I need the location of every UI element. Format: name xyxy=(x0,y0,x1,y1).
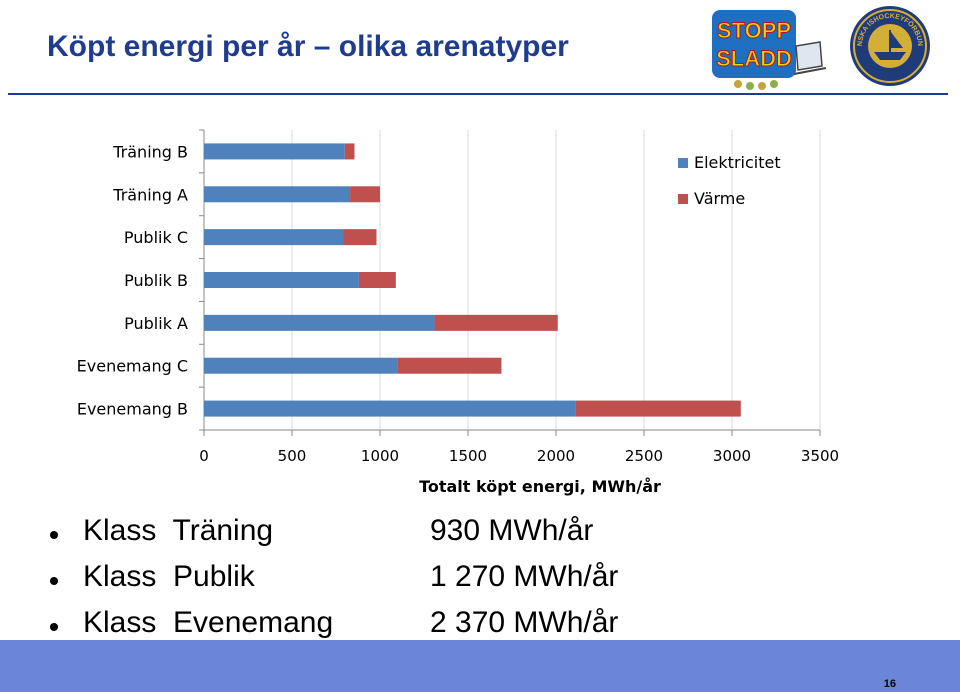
x-tick-label: 3500 xyxy=(801,447,839,465)
stopp-sladd-logo: STOPP SLADD xyxy=(712,10,827,90)
summary-label: Klass Evenemang xyxy=(83,606,334,639)
x-axis-title: Totalt köpt energi, MWh/år xyxy=(419,477,661,496)
x-tick-label: 1000 xyxy=(361,447,399,465)
bar-elektricitet xyxy=(204,186,351,203)
slide-title: Köpt energi per år – olika arenatyper xyxy=(47,30,569,63)
bar-varme xyxy=(397,357,502,374)
footer-bar: 16 xyxy=(0,640,960,692)
bar-elektricitet xyxy=(204,314,435,331)
bullet-dot xyxy=(50,623,58,631)
bar-elektricitet xyxy=(204,143,345,160)
category-label: Evenemang B xyxy=(77,400,188,419)
legend-swatch-varme xyxy=(678,194,688,204)
skate-icon xyxy=(795,41,823,71)
bar-varme xyxy=(434,314,558,331)
energy-bar-chart: Träning B Träning A Publik C Publik B Publik… xyxy=(77,129,839,496)
bar-elektricitet xyxy=(204,272,359,288)
legend-label-elektricitet: Elektricitet xyxy=(694,153,781,172)
title-rule xyxy=(8,93,948,95)
category-label: Publik C xyxy=(124,228,188,247)
x-tick-label: 1500 xyxy=(449,447,487,465)
chart-bars xyxy=(204,143,741,417)
x-tick-label: 500 xyxy=(278,447,307,465)
category-label: Evenemang C xyxy=(77,357,188,376)
logo-text-top: STOPP xyxy=(717,18,791,43)
x-tick-labels: 0 500 1000 1500 2000 2500 3000 3500 xyxy=(199,447,839,465)
bar-elektricitet xyxy=(204,357,398,374)
legend-label-varme: Värme xyxy=(694,189,745,208)
category-label: Publik B xyxy=(124,271,188,290)
bar-elektricitet xyxy=(204,400,576,417)
summary-value: 1 270 MWh/år xyxy=(430,560,619,593)
x-tick-label: 2500 xyxy=(625,447,663,465)
summary-value: 2 370 MWh/år xyxy=(430,606,619,639)
bar-elektricitet xyxy=(204,229,344,246)
chart-legend: Elektricitet Värme xyxy=(678,153,781,208)
logo-text-bottom: SLADD xyxy=(716,46,792,71)
summary-item-publik: Klass Publik 1 270 MWh/år xyxy=(40,558,800,604)
summary-label: Klass Träning xyxy=(83,514,274,547)
bullet-dot xyxy=(50,531,58,539)
ishockeyforbundet-seal: SVENSKA ISHOCKEYFÖRBUNDET xyxy=(848,4,930,86)
category-label: Publik A xyxy=(124,314,188,333)
bar-varme xyxy=(575,400,741,417)
category-labels: Träning B Träning A Publik C Publik B Publik… xyxy=(77,142,188,418)
bullet-dot xyxy=(50,577,58,585)
legend-swatch-elektricitet xyxy=(678,158,688,168)
summary-label: Klass Publik xyxy=(83,560,255,593)
category-label: Träning B xyxy=(112,142,188,161)
x-tick-label: 2000 xyxy=(537,447,575,465)
chart-ticks xyxy=(199,129,821,436)
bar-varme xyxy=(350,186,380,203)
summary-value: 930 MWh/år xyxy=(430,514,594,547)
page-number: 16 xyxy=(883,678,896,690)
summary-item-evenemang: Klass Evenemang 2 370 MWh/år xyxy=(40,604,800,650)
bar-varme xyxy=(343,229,377,246)
bar-varme xyxy=(358,272,396,288)
bar-varme xyxy=(344,143,355,160)
x-tick-label: 0 xyxy=(199,447,209,465)
summary-item-traning: Klass Träning 930 MWh/år xyxy=(40,512,800,558)
category-label: Träning A xyxy=(112,185,188,204)
summary-list: Klass Träning 930 MWh/år Klass Publik 1 … xyxy=(40,512,800,650)
x-tick-label: 3000 xyxy=(713,447,751,465)
